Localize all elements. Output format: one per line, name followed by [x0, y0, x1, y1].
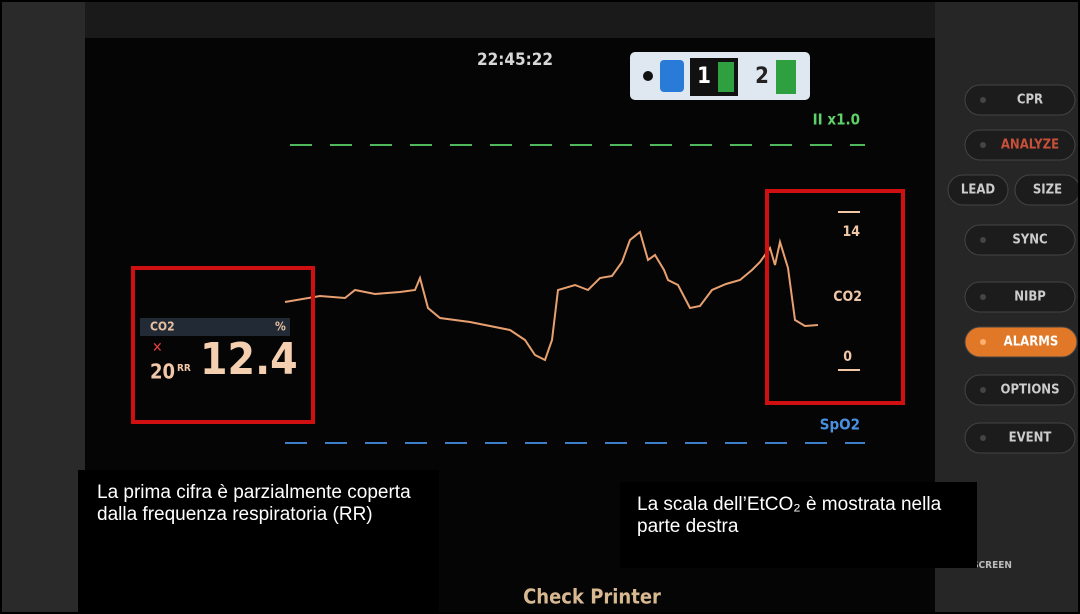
button-label[interactable]: ANALYZE [1001, 138, 1059, 153]
monitor-screenshot: 22:45:22 1 2 II x1.0 CO2 % ✕ 20 RR 12.4 … [0, 0, 1080, 614]
scale-top: 14 [842, 224, 860, 240]
button-led [980, 387, 986, 393]
button-label[interactable]: EVENT [1009, 431, 1052, 446]
button-label[interactable]: LEAD [961, 183, 995, 198]
co2-value: 12.4 [200, 334, 298, 385]
alarm-off-icon: ✕ [152, 340, 163, 356]
spo2-label: SpO2 [820, 416, 860, 434]
button-label[interactable]: SIZE [1033, 183, 1062, 198]
button-label[interactable]: NIBP [1014, 290, 1046, 305]
button-led [980, 97, 986, 103]
button-led [980, 435, 986, 441]
ecg-lead: II x1.0 [813, 111, 860, 129]
button-led [980, 237, 986, 243]
rr-value: 20 [150, 360, 175, 384]
co2-label: CO2 [150, 320, 175, 334]
battery-2 [776, 60, 796, 94]
left-bezel [0, 0, 85, 614]
button-label[interactable]: ALARMS [1004, 335, 1059, 350]
button-label[interactable]: OPTIONS [1001, 383, 1060, 398]
annotation: La scala dell’EtCO₂ è mostrata nella par… [620, 482, 977, 568]
record-dot [643, 71, 653, 81]
screen-label: SCREEN [972, 560, 1012, 571]
button-led [980, 339, 986, 345]
battery-2-label: 2 [755, 64, 769, 89]
button-led [980, 142, 986, 148]
button-label[interactable]: CPR [1017, 93, 1043, 108]
scale-bottom: 0 [843, 349, 852, 365]
bluetooth-icon [660, 60, 684, 92]
clock: 22:45:22 [477, 50, 553, 70]
battery-1 [718, 62, 734, 92]
battery-1-label: 1 [697, 64, 711, 89]
annotation: La prima cifra è parzialmente coperta da… [78, 470, 439, 614]
scale-label: CO2 [833, 289, 862, 305]
rr-label: RR [177, 363, 191, 374]
co2-unit: % [275, 320, 286, 334]
button-led [980, 294, 986, 300]
button-label[interactable]: SYNC [1012, 233, 1047, 248]
status-message: Check Printer [523, 585, 661, 609]
